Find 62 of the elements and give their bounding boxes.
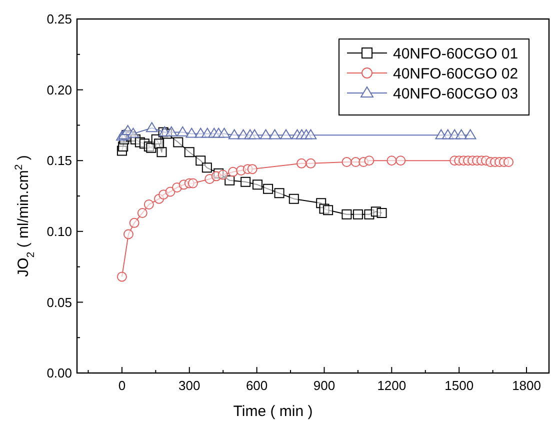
point: [504, 157, 514, 168]
point: [184, 147, 194, 158]
point: [202, 162, 212, 173]
point: [240, 176, 251, 187]
point: [218, 128, 230, 138]
point: [116, 272, 127, 282]
point: [123, 229, 134, 240]
x-tick-label: 0: [118, 378, 126, 393]
point: [376, 208, 387, 218]
point: [386, 156, 397, 166]
point: [464, 129, 476, 140]
legend-label: 40NFO-60CGO 01: [393, 45, 518, 62]
legend-label: 40NFO-60CGO 03: [393, 85, 518, 102]
point: [218, 170, 228, 180]
point: [127, 128, 140, 138]
point: [137, 208, 148, 218]
point: [156, 147, 167, 158]
point: [352, 209, 363, 220]
x-tick-label: 1200: [377, 378, 406, 393]
point: [252, 180, 262, 190]
point: [296, 158, 307, 168]
point: [323, 205, 334, 216]
point: [306, 158, 316, 168]
point: [196, 156, 206, 166]
point: [144, 200, 154, 210]
point: [288, 194, 299, 204]
point: [247, 164, 258, 174]
point: [228, 166, 238, 177]
point: [248, 129, 260, 140]
point: [304, 129, 317, 140]
x-tick-label: 600: [246, 378, 268, 393]
x-tick-label: 1800: [512, 378, 541, 393]
y-tick-label: 0.10: [46, 224, 72, 239]
x-axis-title: Time ( min ): [233, 403, 313, 420]
point: [129, 218, 140, 228]
point: [280, 129, 292, 140]
point: [364, 156, 374, 166]
y-tick-label: 0.25: [46, 12, 72, 27]
point: [173, 137, 184, 148]
point: [188, 178, 198, 188]
y-tick-label: 0.20: [46, 82, 72, 98]
point: [396, 156, 406, 166]
x-tick-label: 1500: [444, 378, 474, 393]
point: [274, 188, 284, 198]
legend-label: 40NFO-60CGO 02: [393, 65, 518, 82]
point: [263, 184, 274, 194]
point: [455, 129, 468, 140]
point: [342, 157, 352, 168]
y-tick-label: 0.00: [46, 366, 72, 381]
point: [260, 129, 272, 140]
point: [154, 138, 164, 149]
point: [268, 129, 281, 140]
y-tick-label: 0.15: [46, 153, 72, 168]
x-tick-label: 300: [178, 378, 200, 393]
point: [186, 128, 198, 138]
point: [166, 126, 178, 136]
x-tick-label: 900: [313, 378, 336, 393]
y-tick-label: 0.05: [46, 294, 72, 310]
point: [342, 209, 352, 220]
point: [146, 122, 158, 132]
point: [228, 129, 240, 140]
point: [176, 126, 189, 136]
